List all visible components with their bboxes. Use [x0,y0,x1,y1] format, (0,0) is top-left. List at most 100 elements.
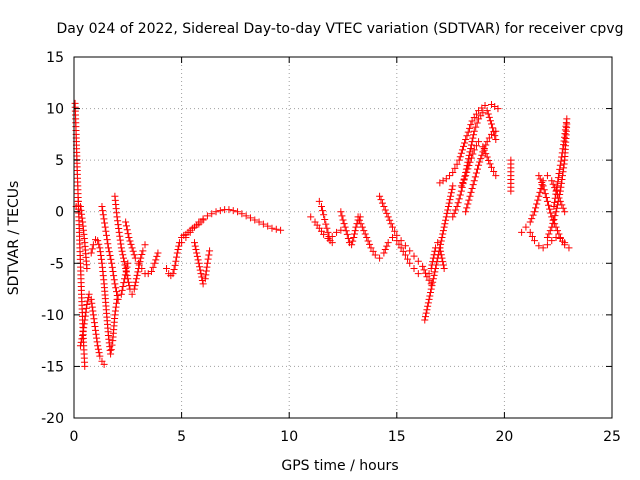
data-point [99,211,107,219]
data-point [410,264,418,272]
data-point [481,101,489,109]
series-arc-x [526,228,573,252]
data-point [117,244,125,252]
x-tick-label: 25 [603,429,621,445]
data-point [101,219,109,227]
data-point [323,224,331,232]
data-point [436,244,444,252]
chart-title: Day 024 of 2022, Sidereal Day-to-day VTE… [57,21,624,37]
data-point [136,258,144,266]
data-point [98,203,106,211]
data-point [556,161,564,169]
data-point [367,244,375,252]
data-point [469,181,477,189]
data-point [76,203,84,211]
data-point [169,270,177,278]
data-point [201,275,209,283]
data-point [199,280,207,288]
data-point [93,334,101,342]
data-point [522,223,530,231]
data-point [483,107,491,115]
data-point [535,242,543,250]
data-point [128,244,136,252]
series-arc-h [163,216,207,280]
data-point [462,136,470,144]
data-point [414,270,422,278]
data-point [404,255,412,263]
data-point [381,246,389,254]
data-point [484,110,492,118]
data-point [556,234,564,241]
data-point [173,253,181,261]
data-point [429,275,437,283]
data-point [543,197,551,205]
data-point [539,244,547,252]
data-point [76,342,84,350]
data-point [328,239,336,247]
data-point [102,227,110,235]
data-point [485,113,493,121]
data-point [95,349,103,357]
data-point [441,220,449,228]
data-point [123,226,131,234]
series-arc-e [98,203,132,303]
data-point [114,217,122,225]
data-point [117,290,125,298]
data-point [401,251,409,259]
data-point [542,194,550,202]
data-point [317,203,325,211]
data-point [107,346,115,354]
data-point [130,251,138,259]
data-point [554,174,562,182]
data-point [425,295,433,303]
data-point [479,109,487,117]
data-point [455,156,463,164]
data-point [97,252,105,260]
data-point [95,240,103,248]
data-point [350,234,358,241]
data-point [437,240,445,248]
data-point [456,191,464,199]
data-point [428,282,436,290]
data-point [352,223,360,231]
data-point [90,315,98,323]
data-point [477,155,485,163]
data-point [229,207,237,215]
data-point [434,239,442,247]
data-point [272,225,280,233]
data-point [204,255,212,263]
data-point [108,259,116,267]
data-point [110,272,118,280]
data-point [486,117,494,125]
data-point [558,175,566,183]
data-point [421,316,429,324]
data-point [437,237,445,245]
data-point [315,197,323,205]
data-point [103,236,111,244]
data-point [439,258,447,266]
data-point [437,251,445,259]
data-point [475,138,483,146]
data-point [507,187,515,195]
data-point [234,208,242,216]
data-point [480,144,488,152]
x-tick-label: 0 [70,429,79,445]
data-point [81,316,89,324]
data-point [482,150,490,158]
data-point [487,163,495,171]
data-point [246,214,254,222]
data-point [139,247,147,255]
data-point [486,160,494,168]
data-point [357,220,365,228]
data-point [447,192,455,200]
data-point [474,165,481,173]
data-point [550,203,558,211]
data-point [470,177,478,185]
data-point [152,256,160,264]
data-point [206,247,214,255]
series-arc-b [76,290,108,368]
data-point [115,228,123,236]
data-point [349,237,357,245]
data-point [89,307,97,315]
data-point [91,322,99,330]
